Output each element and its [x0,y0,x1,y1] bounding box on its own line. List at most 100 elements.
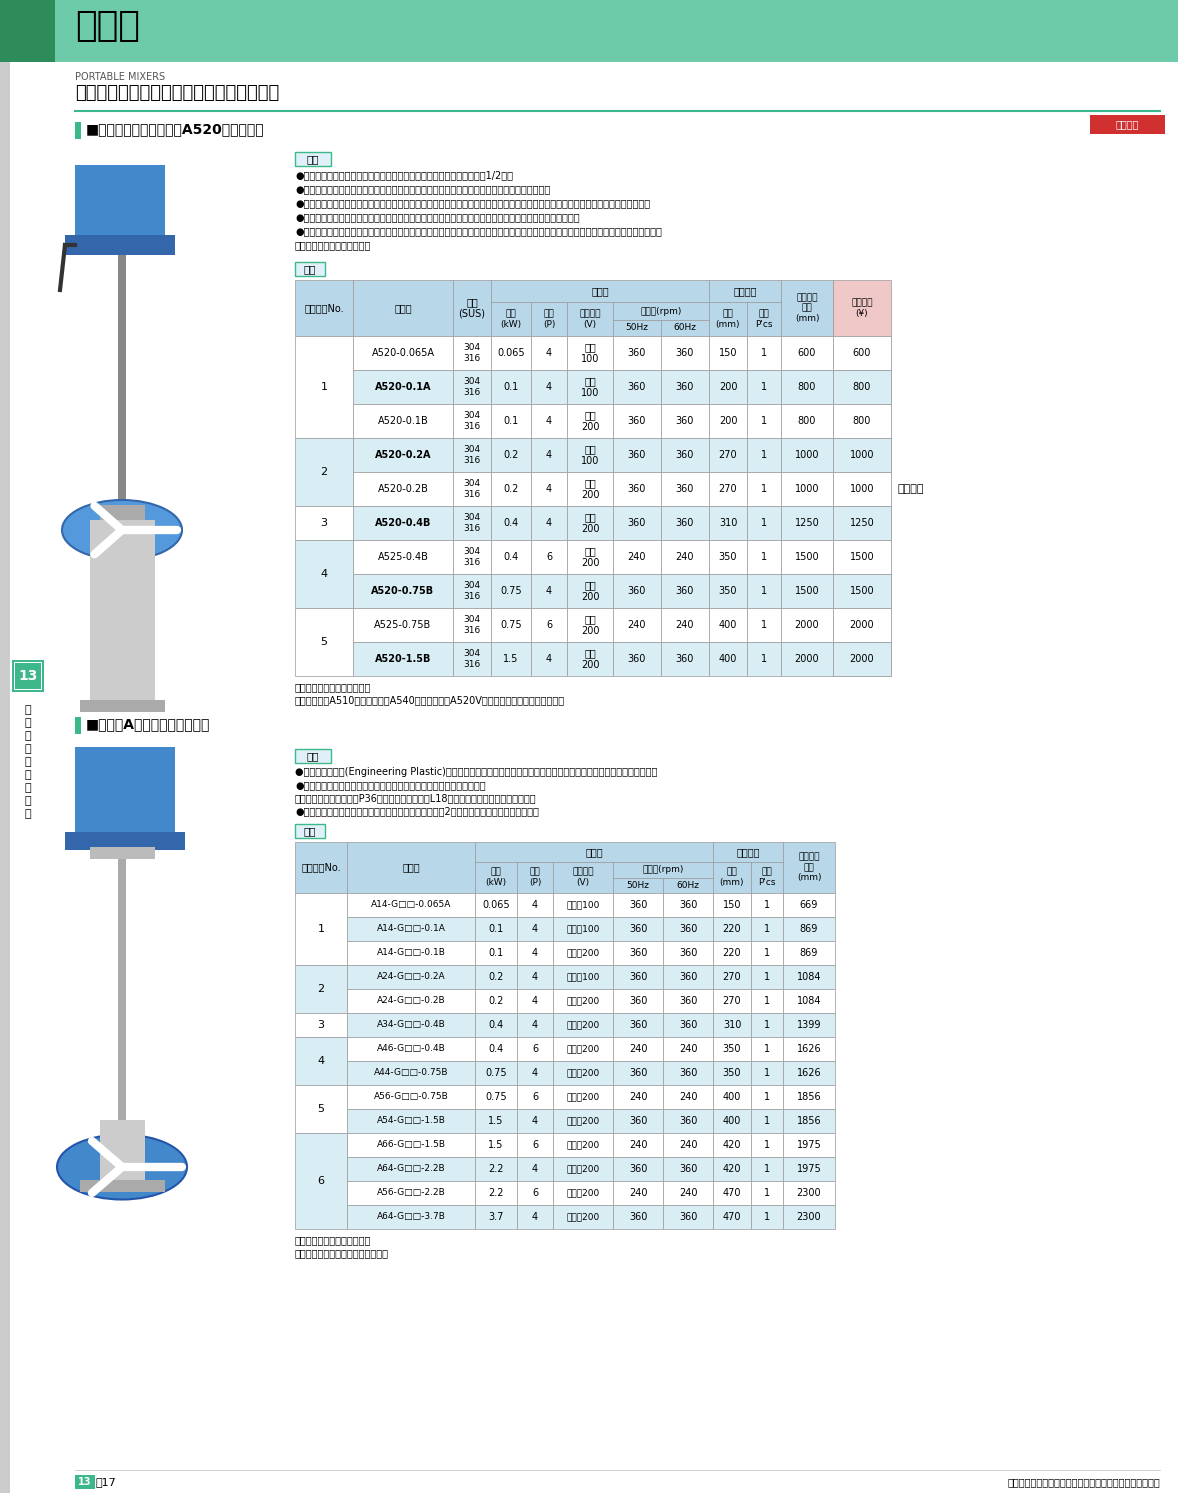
Bar [752,1181,783,1205]
Bar [475,893,517,917]
Bar [713,1062,752,1085]
Text: 単相・100: 単相・100 [567,900,600,909]
Text: 1250: 1250 [849,518,874,529]
Bar [454,573,491,608]
Text: 0.2: 0.2 [489,996,504,1006]
Bar [833,506,891,540]
Text: 直径
(mm): 直径 (mm) [720,867,744,887]
Text: 360: 360 [679,1020,697,1030]
Text: 360: 360 [679,900,697,911]
Bar [661,472,709,506]
Text: 4: 4 [532,1165,538,1173]
Bar [747,437,781,472]
Text: 三相・200: 三相・200 [567,1021,600,1030]
Bar [747,608,781,642]
Text: 360: 360 [629,924,647,935]
Bar [613,988,663,1012]
Bar [781,336,833,370]
Text: 1500: 1500 [849,552,874,561]
Text: 13: 13 [78,1477,92,1487]
Text: 1000: 1000 [849,449,874,460]
Text: 仕様: 仕様 [304,264,316,275]
Text: 型　番: 型 番 [395,303,412,314]
Bar [552,988,613,1012]
Text: 360: 360 [629,972,647,982]
Text: 5: 5 [318,1103,324,1114]
Text: 420: 420 [723,1141,741,1150]
Text: 0.2: 0.2 [503,449,518,460]
Text: 0.75: 0.75 [485,1091,507,1102]
Bar [613,320,661,336]
Text: A64-G□□-2.2B: A64-G□□-2.2B [377,1165,445,1173]
Bar [783,1109,835,1133]
Bar [517,1085,552,1109]
Text: 0.2: 0.2 [503,484,518,494]
Text: 240: 240 [629,1141,647,1150]
Text: 4: 4 [545,382,552,393]
Text: 4: 4 [532,1020,538,1030]
Text: 1: 1 [765,1044,770,1054]
Bar [663,878,713,893]
Bar [475,1038,517,1062]
Bar [454,506,491,540]
Bar [454,336,491,370]
Bar [475,1205,517,1229]
Text: 304
316: 304 316 [463,411,481,430]
Text: 4: 4 [532,972,538,982]
Bar [454,642,491,676]
Text: 枚数
P'cs: 枚数 P'cs [755,309,773,328]
Text: 三相
200: 三相 200 [581,411,600,431]
Bar [294,261,325,276]
Text: 60Hz: 60Hz [674,324,696,333]
Text: 1: 1 [761,484,767,494]
Bar [613,370,661,405]
Text: A14-G□□-0.1B: A14-G□□-0.1B [377,948,445,957]
Bar [353,336,454,370]
Text: 1: 1 [765,1067,770,1078]
Text: 4: 4 [532,924,538,935]
Bar [567,472,613,506]
Bar [353,608,454,642]
Text: ■ポータブルミキサー　A520（中速形）: ■ポータブルミキサー A520（中速形） [86,122,265,136]
Bar [713,1038,752,1062]
Text: 単相・100: 単相・100 [567,924,600,933]
Bar [713,988,752,1012]
Text: 270: 270 [719,484,737,494]
Text: A24-G□□-0.2A: A24-G□□-0.2A [377,972,445,981]
Bar [294,336,353,437]
Text: 1: 1 [765,1165,770,1173]
Text: 1.5: 1.5 [503,654,518,664]
Bar [348,964,475,988]
Bar [781,506,833,540]
Bar [567,405,613,437]
Text: ●ギヤにエンプラ(Engineering Plastic)を採用。＜中速形＞精度は一段と高く、運転音は低く、寿命は長くなりました。: ●ギヤにエンプラ(Engineering Plastic)を採用。＜中速形＞精度… [294,767,657,776]
Text: 6: 6 [532,1188,538,1197]
Text: 2.2: 2.2 [488,1188,504,1197]
Text: 1399: 1399 [796,1020,821,1030]
Bar [531,506,567,540]
Text: 1626: 1626 [796,1044,821,1054]
Text: 1: 1 [761,585,767,596]
Text: 1: 1 [765,924,770,935]
Bar [663,1085,713,1109]
Text: 設: 設 [25,809,32,820]
Text: A56-G□□-2.2B: A56-G□□-2.2B [377,1188,445,1197]
Text: 360: 360 [629,900,647,911]
Bar [491,405,531,437]
Text: A520-0.1A: A520-0.1A [375,382,431,393]
Bar [781,281,833,336]
Text: 240: 240 [628,620,647,630]
Bar [294,281,353,336]
Bar [833,370,891,405]
Bar [613,506,661,540]
Bar [294,824,325,838]
Text: 150: 150 [719,348,737,358]
Bar [709,642,747,676]
Text: 360: 360 [628,417,647,426]
Text: 標準価格
(¥): 標準価格 (¥) [852,299,873,318]
Bar [747,370,781,405]
Bar [663,1181,713,1205]
Text: 1: 1 [765,972,770,982]
Text: 800: 800 [853,417,872,426]
Bar [348,917,475,941]
